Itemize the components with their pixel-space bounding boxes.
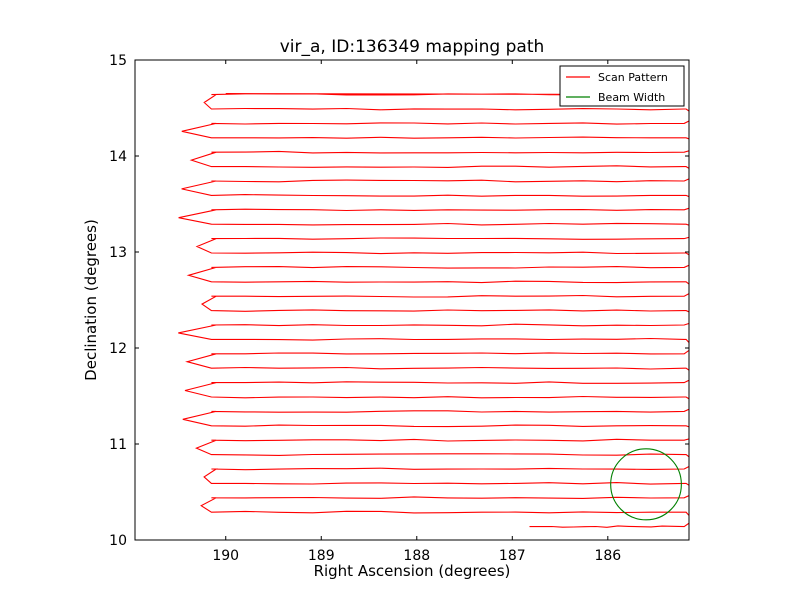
- y-tick-label: 10: [109, 533, 127, 549]
- y-tick-label: 12: [109, 341, 127, 357]
- legend-label: Beam Width: [598, 91, 665, 104]
- x-tick-label: 188: [403, 548, 430, 564]
- chart-title: vir_a, ID:136349 mapping path: [280, 37, 545, 57]
- x-tick-label: 187: [499, 548, 526, 564]
- y-tick-label: 13: [109, 245, 127, 261]
- x-tick-label: 190: [212, 548, 239, 564]
- x-tick-label: 189: [308, 548, 335, 564]
- legend: Scan Pattern Beam Width: [559, 65, 685, 107]
- plot-area: [178, 93, 689, 528]
- y-axis-ticks: 10 11 12 13 14 15: [109, 53, 689, 549]
- y-axis-label: Declination (degrees): [82, 219, 100, 381]
- y-tick-label: 15: [109, 53, 127, 69]
- beam-width-circle: [610, 448, 682, 521]
- x-tick-label: 186: [594, 548, 621, 564]
- y-tick-label: 14: [109, 149, 127, 165]
- x-axis-ticks: 190 189 188 187 186: [212, 60, 621, 564]
- legend-label: Scan Pattern: [598, 71, 668, 84]
- x-axis-label: Right Ascension (degrees): [314, 562, 511, 580]
- legend-box: [559, 65, 685, 107]
- plot-frame: [134, 59, 690, 541]
- y-tick-label: 11: [109, 437, 127, 453]
- scan-pattern-path: [178, 93, 689, 528]
